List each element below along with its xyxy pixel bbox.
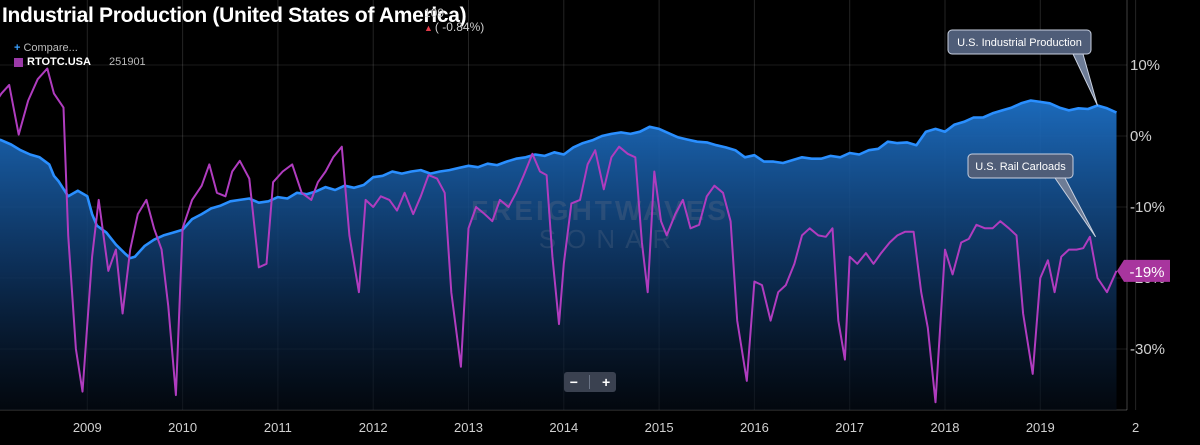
plus-icon: + <box>14 42 21 54</box>
x-tick-label: 2013 <box>454 420 483 435</box>
annotation-box <box>947 29 1092 55</box>
zoom-controls: − + <box>564 372 616 392</box>
annotation-layer: U.S. Industrial Production U.S. Rail Carl… <box>947 29 1170 282</box>
x-tick-label: 2017 <box>835 420 864 435</box>
x-tick-label: 2009 <box>73 420 102 435</box>
compare-label: Compare... <box>23 42 78 54</box>
chart-title: Industrial Production (United States of … <box>2 4 467 27</box>
x-tick-label: 2011 <box>264 420 292 435</box>
x-tick-label: 2015 <box>645 420 674 435</box>
legend-series-rail[interactable]: RTOTC.USA 251901 <box>14 56 146 68</box>
y-tick-label: -10% <box>1130 199 1165 216</box>
x-axis: 0820092010201120122013201420152016201720… <box>73 420 1139 435</box>
last-value-badge <box>1117 259 1170 282</box>
down-arrow-icon: ▲ <box>424 23 433 33</box>
series-code: RTOTC.USA <box>27 56 91 68</box>
x-tick-label: 2010 <box>168 420 197 435</box>
last-value-label: -19% <box>1129 264 1164 281</box>
series-line-industrial <box>0 99 1118 260</box>
zoom-in-button[interactable]: + <box>602 374 611 390</box>
series-area-industrial <box>0 100 1117 410</box>
watermark-line2: SONAR <box>539 224 681 254</box>
annotation-label: U.S. Rail Carloads <box>975 161 1066 173</box>
x-tick-label: 2016 <box>740 420 769 435</box>
annotation-label: U.S. Industrial Production <box>957 37 1082 49</box>
zoom-out-button[interactable]: − <box>569 374 578 390</box>
current-value: 109 <box>424 6 445 20</box>
y-tick-label: 0% <box>1130 128 1152 145</box>
x-tick-label: 2019 <box>1026 420 1055 435</box>
y-tick-label: 10% <box>1130 57 1160 74</box>
x-tick-label: 2012 <box>359 420 388 435</box>
annotation-box <box>967 153 1074 179</box>
y-tick-label: -30% <box>1130 341 1165 358</box>
series-line-rail <box>0 67 1118 404</box>
x-tick-label: 2 <box>1132 420 1139 435</box>
x-tick-label: 2014 <box>549 420 578 435</box>
series-value: 251901 <box>108 56 146 68</box>
area-layer <box>0 100 1117 410</box>
watermark-line1: FREIGHTWAVES <box>471 195 729 226</box>
change-value: ( -0.84%) <box>434 20 485 34</box>
series-swatch <box>14 57 23 67</box>
annotation-pointer <box>1054 177 1097 238</box>
compare-button[interactable]: + Compare... <box>14 42 78 54</box>
change-readout: ▲( -0.84%) <box>424 20 484 34</box>
zoom-separator <box>589 375 591 389</box>
annotation-pointer <box>1072 53 1098 106</box>
line-layer <box>0 67 1118 404</box>
x-tick-label: 2018 <box>931 420 960 435</box>
